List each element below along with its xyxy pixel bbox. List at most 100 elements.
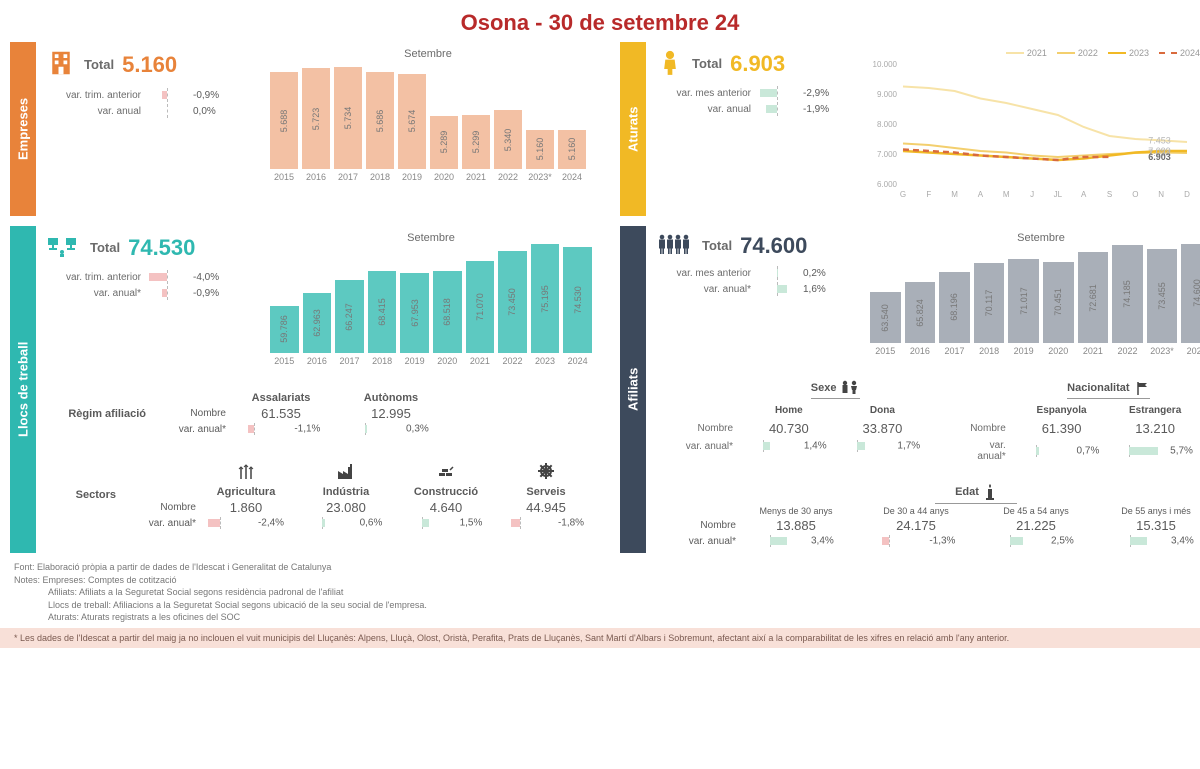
cell: 0,7% bbox=[1016, 439, 1108, 463]
var-value: 1,6% bbox=[803, 284, 843, 295]
bar-value-label: 5.674 bbox=[407, 110, 417, 133]
cell: 4.640 bbox=[396, 500, 496, 515]
bar: 5.688 bbox=[270, 72, 298, 169]
cell: 40.730 bbox=[743, 420, 835, 437]
person-icon bbox=[656, 48, 684, 79]
bar-value-label: 70.117 bbox=[984, 290, 994, 317]
row-label: var. anual* bbox=[156, 424, 226, 435]
col-header: Assalariats bbox=[226, 392, 336, 404]
svg-text:O: O bbox=[1132, 190, 1138, 199]
aturats-total-label: Total bbox=[692, 56, 722, 71]
bar-x-label: 2020 bbox=[434, 172, 454, 182]
bar-value-label: 5.723 bbox=[311, 107, 321, 130]
bar: 67.953 bbox=[400, 273, 429, 353]
bar: 5.299 bbox=[462, 115, 490, 169]
var-label: var. mes anterior bbox=[656, 88, 751, 99]
bar: 68.518 bbox=[433, 271, 462, 353]
bar-value-label: 66.247 bbox=[344, 303, 354, 331]
col-header: Agricultura bbox=[196, 486, 296, 498]
dashboard-grid: Empreses Total 5.160 var. trim. anterior… bbox=[0, 42, 1200, 553]
bar-value-label: 5.160 bbox=[567, 138, 577, 161]
svg-text:8.000: 8.000 bbox=[877, 120, 898, 129]
afiliats-edat: Edat Menys de 30 anysDe 30 a 44 anysDe 4… bbox=[656, 483, 1200, 547]
var-label: var. anual bbox=[656, 104, 751, 115]
bar-value-label: 68.415 bbox=[377, 298, 387, 326]
row-label: var. anual* bbox=[126, 518, 196, 529]
bar-x-label: 2016 bbox=[306, 172, 326, 182]
bar-value-label: 72.681 bbox=[1088, 284, 1098, 312]
llocs-vars: var. trim. anterior -4,0% var. anual* -0… bbox=[46, 269, 256, 301]
bar: 63.540 bbox=[870, 292, 901, 343]
bar-value-label: 71.017 bbox=[1019, 287, 1029, 315]
var-label: var. trim. anterior bbox=[46, 272, 141, 283]
svg-text:N: N bbox=[1158, 190, 1164, 199]
afiliats-nacionalitat: Nacionalitat EspanyolaEstrangeraNombre61… bbox=[960, 376, 1200, 465]
bar-value-label: 74.600 bbox=[1192, 280, 1200, 308]
bar-value-label: 63.540 bbox=[880, 304, 890, 332]
bar: 62.963 bbox=[303, 293, 332, 353]
empreses-sidelabel: Empreses bbox=[10, 42, 36, 216]
row-label: Nombre bbox=[156, 408, 226, 419]
bar-value-label: 5.734 bbox=[343, 107, 353, 130]
bar-value-label: 73.450 bbox=[507, 288, 517, 316]
llocs-bar-chart: 59.786 2015 62.963 2016 66.247 2017 68.4… bbox=[266, 246, 596, 366]
llocs-total-value: 74.530 bbox=[128, 235, 195, 261]
bar: 65.824 bbox=[905, 282, 936, 343]
cell: 2,5% bbox=[976, 535, 1096, 547]
var-value: 0,0% bbox=[193, 106, 233, 117]
bar-x-label: 2017 bbox=[944, 346, 964, 356]
empreses-bar-chart: 5.688 2015 5.723 2016 5.734 2017 5.686 2… bbox=[266, 62, 590, 182]
bar-x-label: 2019 bbox=[402, 172, 422, 182]
svg-text:J: J bbox=[1030, 190, 1034, 199]
factory-icon bbox=[296, 461, 396, 484]
bar: 74.600 bbox=[1181, 244, 1200, 343]
bar-x-label: 2015 bbox=[274, 356, 294, 366]
bar-x-label: 2015 bbox=[875, 346, 895, 356]
var-label: var. trim. anterior bbox=[46, 90, 141, 101]
cell: 61.535 bbox=[226, 406, 336, 421]
footer-notes: Font: Elaboració pròpia a partir de dade… bbox=[0, 553, 1200, 624]
wheat-icon bbox=[196, 461, 296, 484]
col-header: Dona bbox=[837, 403, 929, 418]
cell: 0,6% bbox=[296, 517, 396, 529]
footer-note: Afiliats: Afiliats a la Seguretat Social… bbox=[14, 586, 1186, 599]
llocs-regim: Règim afiliació AssalariatsAutònoms Nomb… bbox=[46, 392, 596, 435]
afiliats-sidelabel: Afiliats bbox=[620, 226, 646, 553]
empreses-total-value: 5.160 bbox=[122, 52, 177, 78]
col-header: De 45 a 54 anys bbox=[976, 506, 1096, 516]
col-header: Indústria bbox=[296, 486, 396, 498]
llocs-chart-title: Setembre bbox=[266, 232, 596, 244]
afiliats-total-label: Total bbox=[702, 238, 732, 253]
bar-x-label: 2018 bbox=[979, 346, 999, 356]
svg-text:M: M bbox=[1003, 190, 1010, 199]
empreses-vars: var. trim. anterior -0,9% var. anual 0,0… bbox=[46, 87, 256, 119]
row-label: Nombre bbox=[671, 420, 741, 437]
people4-icon bbox=[656, 232, 694, 259]
bar-x-label: 2019 bbox=[1014, 346, 1034, 356]
bar: 74.185 bbox=[1112, 245, 1143, 343]
col-header: Home bbox=[743, 403, 835, 418]
row-label: var. anual* bbox=[962, 439, 1014, 463]
bar-x-label: 2024 bbox=[562, 172, 582, 182]
bar-x-label: 2023* bbox=[528, 172, 552, 182]
var-value: -4,0% bbox=[193, 272, 233, 283]
afiliats-chart-title: Setembre bbox=[866, 232, 1200, 244]
bar-value-label: 59.786 bbox=[279, 316, 289, 344]
bar-value-label: 74.185 bbox=[1122, 280, 1132, 308]
col-header: Autònoms bbox=[336, 392, 446, 404]
empreses-chart-title: Setembre bbox=[266, 48, 590, 60]
cell: -1,3% bbox=[856, 535, 976, 547]
bar-value-label: 73.455 bbox=[1157, 282, 1167, 310]
svg-text:6.903: 6.903 bbox=[1148, 152, 1171, 162]
bar-value-label: 5.289 bbox=[439, 131, 449, 154]
cell: 15.315 bbox=[1096, 518, 1200, 533]
desks-icon bbox=[46, 232, 82, 263]
bar: 71.017 bbox=[1008, 259, 1039, 343]
regim-title: Règim afiliació bbox=[46, 408, 156, 420]
panel-afiliats: Afiliats Total 74.600 var. mes anterior … bbox=[620, 226, 1200, 553]
bar: 5.723 bbox=[302, 68, 330, 169]
cell: 1,5% bbox=[396, 517, 496, 529]
cell: -1,1% bbox=[226, 423, 336, 435]
cell: 13.210 bbox=[1109, 420, 1200, 437]
svg-text:F: F bbox=[926, 190, 931, 199]
